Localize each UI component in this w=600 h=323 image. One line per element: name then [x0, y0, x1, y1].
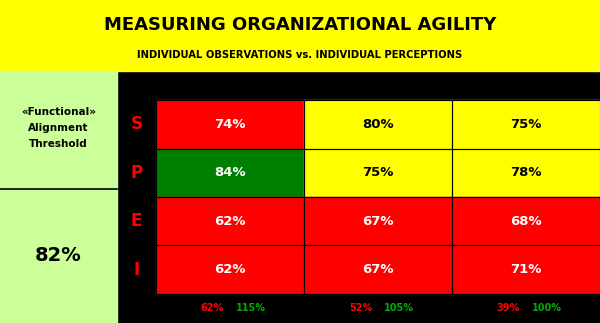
Text: 80%: 80% [362, 118, 394, 131]
Text: 62%: 62% [214, 263, 246, 276]
Bar [156, 149, 304, 197]
Bar [156, 100, 304, 149]
Text: 67%: 67% [362, 215, 394, 228]
Text: Threshold: Threshold [29, 139, 88, 149]
Bar [0, 71, 117, 323]
Bar [304, 100, 452, 149]
Text: 67%: 67% [362, 263, 394, 276]
Text: 75%: 75% [511, 118, 542, 131]
Text: 75%: 75% [362, 166, 394, 179]
Bar [304, 149, 452, 197]
Bar [452, 149, 600, 197]
Text: 68%: 68% [510, 215, 542, 228]
Text: E: E [131, 212, 142, 230]
Text: Alignment: Alignment [28, 123, 89, 133]
Text: 105%: 105% [384, 304, 414, 313]
Bar [0, 0, 600, 71]
Bar [452, 100, 600, 149]
Bar [156, 100, 304, 149]
Text: 100%: 100% [532, 304, 562, 313]
Bar [452, 197, 600, 245]
Text: 82%: 82% [35, 246, 82, 266]
Text: S: S [131, 115, 143, 133]
Text: P: P [130, 164, 143, 182]
Text: 71%: 71% [511, 263, 542, 276]
Text: 52%: 52% [349, 304, 372, 313]
Bar [156, 245, 304, 294]
Bar [304, 197, 452, 245]
Text: 78%: 78% [510, 166, 542, 179]
Bar [452, 100, 600, 149]
Text: 84%: 84% [214, 166, 246, 179]
Bar [156, 245, 304, 294]
Bar [304, 245, 452, 294]
Bar [304, 197, 452, 245]
Bar [156, 149, 304, 197]
Bar [304, 149, 452, 197]
Text: 74%: 74% [214, 118, 246, 131]
Bar [156, 197, 304, 245]
Bar [452, 245, 600, 294]
Text: MEASURING ORGANIZATIONAL AGILITY: MEASURING ORGANIZATIONAL AGILITY [104, 16, 496, 34]
Bar [304, 100, 452, 149]
Bar [452, 245, 600, 294]
Text: 115%: 115% [236, 304, 266, 313]
Text: I: I [133, 261, 140, 279]
Text: 62%: 62% [214, 215, 246, 228]
Bar [304, 245, 452, 294]
Bar [452, 197, 600, 245]
Text: 62%: 62% [201, 304, 224, 313]
Text: «Functional»: «Functional» [21, 107, 96, 117]
Text: INDIVIDUAL OBSERVATIONS vs. INDIVIDUAL PERCEPTIONS: INDIVIDUAL OBSERVATIONS vs. INDIVIDUAL P… [137, 50, 463, 60]
Bar [452, 149, 600, 197]
Bar [156, 197, 304, 245]
Text: 39%: 39% [497, 304, 520, 313]
